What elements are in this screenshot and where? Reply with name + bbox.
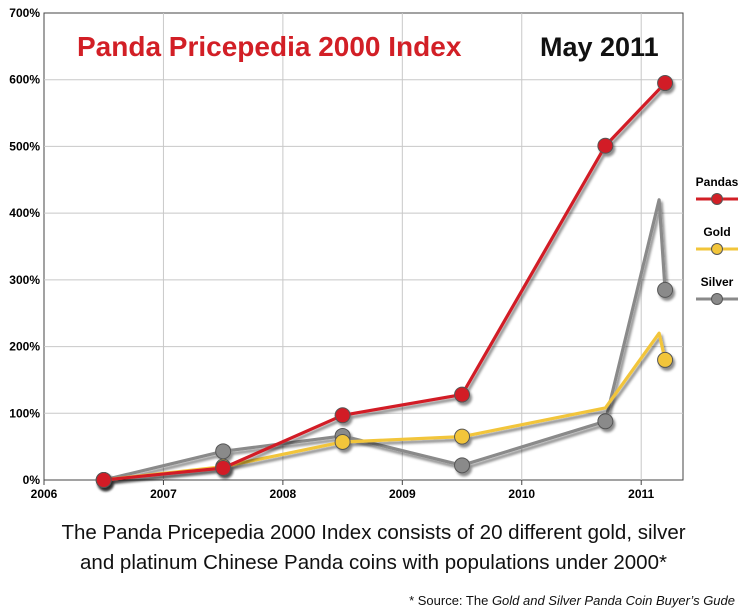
legend-item-gold: Gold bbox=[696, 225, 738, 255]
y-axis-ticks: 0% 100% 200% 300% 400% 500% 600% 700% bbox=[9, 6, 40, 487]
data-point-gold bbox=[657, 351, 674, 368]
y-tick-label: 300% bbox=[9, 273, 40, 287]
data-point-pandas bbox=[597, 137, 614, 154]
chart-title: Panda Pricepedia 2000 Index bbox=[77, 31, 462, 62]
source-note: * Source: The Gold and Silver Panda Coin… bbox=[409, 593, 735, 608]
legend-item-pandas: Pandas bbox=[696, 175, 739, 205]
x-tick-label: 2006 bbox=[31, 487, 58, 501]
data-point-pandas bbox=[454, 386, 471, 403]
y-tick-label: 400% bbox=[9, 206, 40, 220]
data-point-silver bbox=[454, 457, 471, 474]
source-title: Gold and Silver Panda Coin Buyer’s Gude bbox=[491, 593, 735, 608]
plot-area bbox=[43, 12, 684, 481]
y-tick-label: 200% bbox=[9, 340, 40, 354]
data-point-pandas bbox=[334, 407, 351, 424]
legend-swatch-marker bbox=[711, 243, 723, 255]
x-tick-label: 2008 bbox=[270, 487, 297, 501]
legend-label: Gold bbox=[703, 225, 730, 239]
data-point-pandas bbox=[657, 75, 674, 92]
y-tick-label: 0% bbox=[23, 473, 41, 487]
data-point-gold bbox=[334, 433, 351, 450]
y-tick-label: 100% bbox=[9, 406, 40, 420]
x-tick-label: 2009 bbox=[389, 487, 416, 501]
data-point-silver bbox=[597, 413, 614, 430]
legend-label: Pandas bbox=[696, 175, 739, 189]
caption-line-2: and platinum Chinese Panda coins with po… bbox=[80, 551, 667, 574]
caption-line-1: The Panda Pricepedia 2000 Index consists… bbox=[61, 521, 686, 544]
y-tick-label: 500% bbox=[9, 139, 40, 153]
legend-item-silver: Silver bbox=[696, 275, 738, 305]
data-point-pandas bbox=[215, 459, 232, 476]
source-prefix: * Source: The bbox=[409, 593, 492, 608]
data-point-gold bbox=[454, 428, 471, 445]
data-point-pandas bbox=[95, 472, 112, 488]
legend-label: Silver bbox=[701, 275, 734, 289]
legend: Pandas Gold Silver bbox=[696, 175, 739, 305]
series-pandas bbox=[95, 75, 674, 488]
x-axis-ticks: 2006 2007 2008 2009 2010 2011 bbox=[31, 480, 655, 501]
x-tick-label: 2007 bbox=[150, 487, 177, 501]
y-tick-label: 600% bbox=[9, 73, 40, 87]
x-tick-label: 2010 bbox=[508, 487, 535, 501]
legend-swatch-marker bbox=[711, 193, 723, 205]
y-tick-label: 700% bbox=[9, 6, 40, 20]
series-line-pandas bbox=[102, 81, 667, 482]
data-point-silver bbox=[657, 281, 674, 298]
data-point-silver bbox=[215, 443, 232, 460]
chart-subtitle: May 2011 bbox=[540, 32, 659, 62]
legend-swatch-marker bbox=[711, 293, 723, 305]
chart: 0%100%200%300%400%500%600%700% 2006 2007 2… bbox=[9, 6, 739, 501]
grid-lines bbox=[44, 13, 683, 480]
x-tick-label: 2011 bbox=[628, 487, 654, 501]
series-layer bbox=[95, 75, 674, 488]
